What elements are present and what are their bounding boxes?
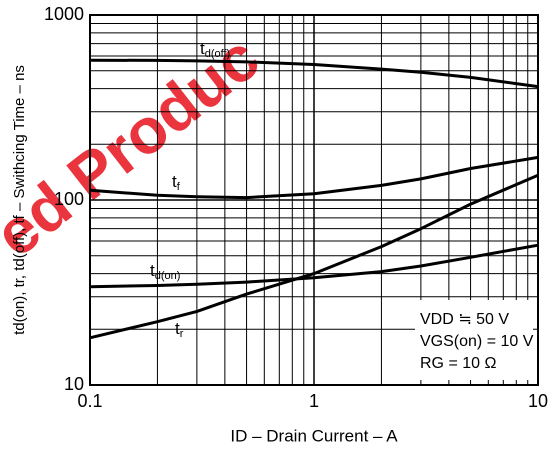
condition-text: RG = 10 Ω [420, 355, 496, 372]
x-tick-label: 1 [309, 391, 319, 411]
series-line [89, 58, 539, 89]
condition-text: VDD ≒ 50 V [420, 311, 509, 328]
condition-text: VGS(on) = 10 V [420, 333, 534, 350]
series-label: td(off) [200, 39, 230, 59]
y-tick-label: 100 [54, 189, 84, 209]
y-axis-label: td(on), tr, td(off), tf – Swithcing Time… [11, 65, 28, 335]
x-axis-label: ID – Drain Current – A [230, 426, 398, 445]
series-label: tf [172, 172, 181, 192]
series-label: td(on) [150, 261, 180, 281]
y-tick-label: 1000 [44, 4, 84, 24]
y-tick-label: 10 [64, 374, 84, 394]
series-line [89, 173, 539, 340]
x-tick-label: 10 [528, 391, 548, 411]
series-line [89, 155, 539, 200]
series-line [89, 243, 539, 289]
x-tick-label: 0.1 [77, 391, 102, 411]
conditions-box [415, 300, 533, 380]
plot-frame [89, 14, 539, 386]
series-label: tr [175, 319, 184, 339]
watermark: ed Produc [0, 21, 272, 270]
